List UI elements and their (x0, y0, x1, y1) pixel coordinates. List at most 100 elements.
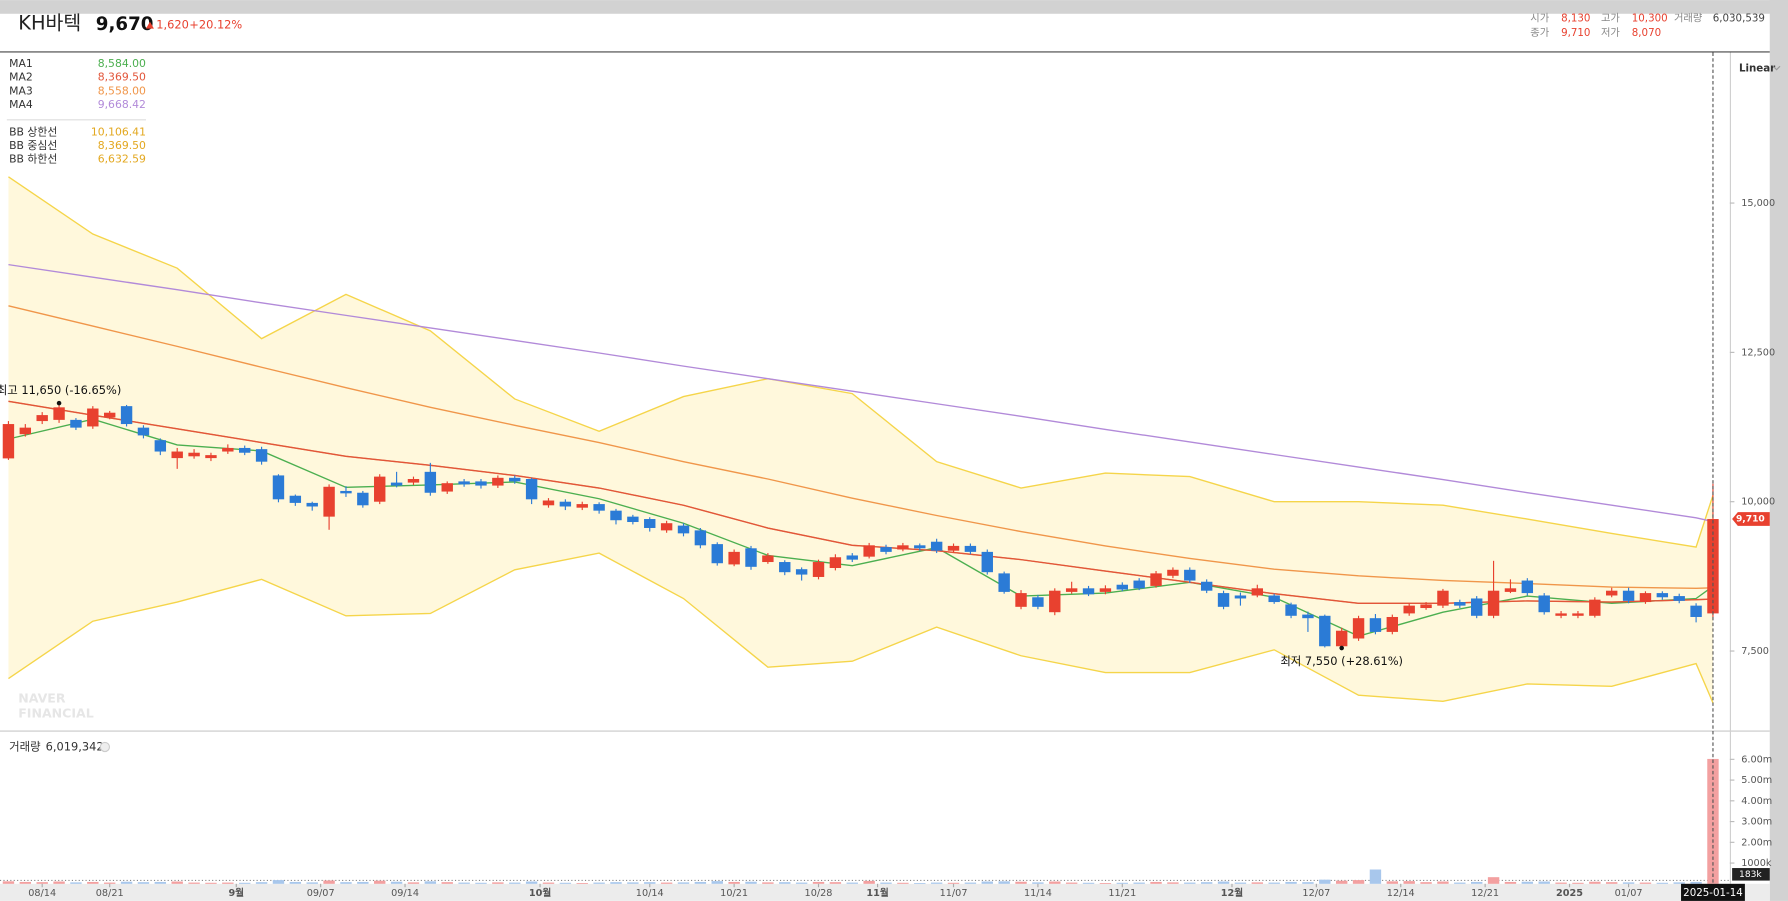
legend-value: 8,369.50 (98, 71, 146, 84)
volume-settings-icon[interactable] (99, 741, 111, 753)
candle-body (694, 530, 707, 546)
volume-bar (1639, 882, 1652, 884)
candle-body (1572, 613, 1584, 616)
extreme-dot (56, 400, 62, 406)
volume-bar (458, 882, 470, 884)
price-change: 1,620 (156, 18, 189, 32)
scale-label[interactable]: Linear (1739, 62, 1776, 74)
x-tick-label: 9월 (228, 887, 244, 899)
x-tick-label: 08/14 (28, 888, 56, 899)
volume-bar (1032, 882, 1044, 884)
candle-body (255, 449, 268, 462)
volume-bar (137, 882, 150, 884)
volume-bar (323, 880, 335, 884)
candle-body (289, 495, 302, 503)
volume-bar (593, 882, 605, 884)
volume-bar (2, 881, 15, 884)
candle-body (1420, 604, 1432, 609)
candle-body (154, 440, 167, 452)
candle-body (1639, 593, 1652, 603)
volume-bar (1656, 882, 1669, 884)
volume-bar (239, 882, 251, 884)
candle-body (660, 523, 673, 531)
candle-body (205, 455, 217, 459)
candle-body (1302, 614, 1314, 619)
volume-bar (1555, 882, 1567, 884)
right-frame (1769, 0, 1788, 901)
extreme-dot (1339, 645, 1344, 651)
candle-body (795, 569, 808, 575)
volume-bar (1403, 881, 1415, 884)
candle-body (103, 412, 116, 418)
volume-bar (1015, 881, 1027, 884)
volume-bar (745, 881, 757, 884)
volume-bar (1335, 880, 1348, 884)
legend-name: BB 하한선 (9, 152, 57, 166)
volume-bar (914, 882, 926, 884)
scale-chevron[interactable] (1772, 65, 1781, 71)
volume-bar (1690, 881, 1702, 884)
volume-bar (1302, 882, 1314, 884)
quote-value: 9,710 (1561, 27, 1590, 39)
volume-bar (390, 881, 403, 884)
candle-body (525, 479, 538, 500)
candle-body (627, 516, 639, 523)
volume-bar (1420, 882, 1432, 884)
volume-bar (1386, 881, 1399, 884)
candle-body (1319, 615, 1331, 647)
candle-body (1386, 616, 1399, 632)
volume-bar (1454, 882, 1466, 884)
candle-body (762, 555, 774, 563)
candle-body (880, 547, 892, 552)
volume-bar (1234, 882, 1247, 884)
volume-bar (188, 882, 200, 884)
candle-body (1656, 593, 1669, 598)
x-tick-label: 2025 (1556, 888, 1583, 899)
candle-body (1082, 588, 1095, 595)
candle-body (897, 545, 909, 550)
candle-body (357, 492, 369, 506)
volume-tick-label: 6.00m (1741, 754, 1772, 765)
price-change-pct: +20.12% (189, 18, 242, 32)
candle-body (390, 482, 403, 486)
volume-bar (559, 882, 572, 884)
candle-body (745, 548, 757, 567)
candle-body (492, 477, 504, 486)
candle-body (1285, 604, 1297, 616)
candle-body (914, 545, 926, 549)
legend-name: BB 중심선 (9, 139, 57, 152)
volume-bar (711, 881, 723, 884)
candle-body (964, 545, 977, 552)
candle-body (998, 573, 1010, 592)
price-tag-label: 9,710 (1736, 515, 1765, 525)
quote-value: 8,070 (1632, 27, 1661, 39)
candle-body (1454, 602, 1466, 606)
legend-name: MA2 (9, 71, 33, 84)
candle-body (1268, 595, 1280, 603)
volume-bar (1082, 882, 1095, 884)
bollinger-fill (8, 176, 1713, 703)
x-tick-label: 10월 (529, 887, 551, 899)
candle-body (1217, 593, 1230, 607)
candle-body (644, 519, 656, 528)
volume-bar (576, 882, 588, 884)
x-tick-label: 12월 (1221, 887, 1243, 899)
volume-bar (1099, 882, 1112, 884)
candle-body (1049, 590, 1061, 613)
crosshair-tag (1681, 883, 1745, 901)
volume-bar (424, 881, 437, 884)
volume-bar (1622, 882, 1635, 884)
candle-body (1184, 569, 1196, 581)
quote-value: 8,130 (1561, 12, 1590, 24)
y-tick-label: 12,500 (1741, 347, 1775, 358)
candle-body (542, 500, 555, 506)
volume-bar (1049, 881, 1061, 884)
volume-bar (1673, 882, 1685, 884)
volume-bar (205, 882, 217, 884)
x-tick-label: 10/14 (636, 888, 664, 899)
y-tick-label: 7,500 (1741, 646, 1769, 657)
legend-name: MA3 (9, 84, 33, 97)
volume-bar (87, 881, 99, 884)
